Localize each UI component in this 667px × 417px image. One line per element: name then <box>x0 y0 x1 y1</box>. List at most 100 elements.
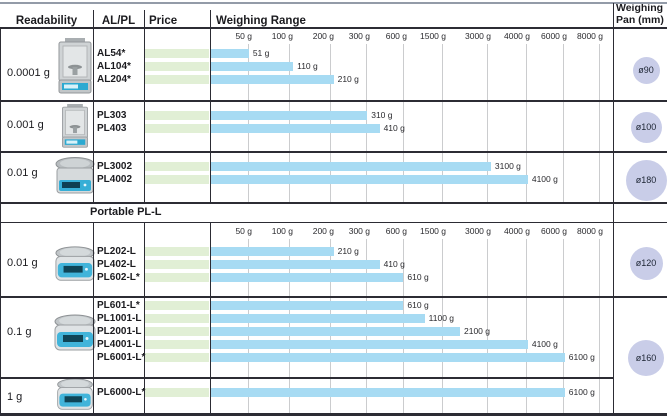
readability-label: 0.0001 g <box>7 67 50 79</box>
balance-photo <box>54 245 96 283</box>
weighing-range-bar <box>210 49 249 58</box>
bar-value-label: 51 g <box>252 48 270 58</box>
axis-tick-label: 50 g <box>235 226 252 236</box>
column-divider <box>209 223 211 413</box>
model-name: PL4002 <box>97 174 133 185</box>
grid-line <box>442 100 443 151</box>
grid-line <box>403 44 404 100</box>
bar-value-label: 6100 g <box>568 352 595 362</box>
group-row-5: 1 g PL6000-L* 6100 g <box>0 377 667 413</box>
separator-line <box>0 202 667 204</box>
bar-value-label: 4100 g <box>531 339 558 349</box>
axis-tick-label: 4000 g <box>504 31 530 41</box>
model-name: PL2001-L <box>97 326 142 337</box>
pan-size-badge: ø180 <box>625 159 667 201</box>
model-name: AL54* <box>97 48 126 59</box>
grid-line <box>599 296 600 377</box>
weighing-range-bar <box>210 327 460 336</box>
weighing-range-bar <box>210 340 528 349</box>
section-title: Portable PL-L <box>90 206 162 218</box>
grid-line <box>563 100 564 151</box>
bar-value-label: 410 g <box>383 259 405 269</box>
pan-size-badge: ø90 <box>632 56 660 84</box>
balance-photo <box>55 378 95 411</box>
weighing-range-bar <box>210 62 294 71</box>
col-header-weighing-pan: Weighing Pan (mm) <box>616 2 664 26</box>
group-row-2: 0.01 g PL3002 3100 g PL4002 4100 g <box>0 151 667 202</box>
grid-line <box>599 151 600 202</box>
grid-line <box>487 239 488 296</box>
col-header-weighing-range: Weighing Range <box>216 15 306 27</box>
bar-value-label: 210 g <box>337 246 359 256</box>
price-bar <box>145 314 209 323</box>
model-name: PL601-L* <box>97 300 140 311</box>
grid-line <box>403 100 404 151</box>
price-bar <box>145 260 209 269</box>
weighing-range-bar <box>210 124 380 133</box>
grid-line <box>599 44 600 100</box>
model-name: AL204* <box>97 74 131 85</box>
balance-photo <box>54 156 96 196</box>
axis-tick-label: 4000 g <box>504 226 530 236</box>
grid-line <box>403 239 404 296</box>
bar-value-label: 1100 g <box>428 313 455 323</box>
axis-tick-label: 300 g <box>348 226 370 236</box>
model-name: PL202-L <box>97 246 136 257</box>
price-bar <box>145 353 209 362</box>
model-name: PL403 <box>97 123 127 134</box>
separator-line <box>0 221 667 223</box>
readability-label: 0.01 g <box>7 257 38 269</box>
weighing-range-bar <box>210 162 491 171</box>
pan-size-badge: ø120 <box>629 246 663 280</box>
price-bar <box>145 75 209 84</box>
bar-value-label: 2100 g <box>464 326 490 336</box>
weighing-pan-header-line2: Pan (mm) <box>616 14 664 26</box>
weighing-range-bar <box>210 273 404 282</box>
group-row-3: 50 g 100 g 200 g 300 g 600 g 1500 g 3000 g 4000… <box>0 223 667 296</box>
model-name: PL6001-L* <box>97 352 146 363</box>
axis-tick-label: 3000 g <box>465 226 491 236</box>
column-divider <box>613 3 614 413</box>
group-row-1: 0.001 g PL303 310 g PL403 410 g <box>0 100 667 151</box>
bar-value-label: 610 g <box>407 300 429 310</box>
bar-value-label: 6100 g <box>568 387 595 397</box>
axis-tick-label: 8000 g <box>577 31 603 41</box>
model-name: PL1001-L <box>97 313 142 324</box>
grid-line <box>289 44 290 100</box>
column-divider <box>0 28 1 414</box>
group-row-0: 50 g 100 g 200 g 300 g 600 g 1500 g 3000 g 4000… <box>0 28 667 100</box>
model-name: AL104* <box>97 61 131 72</box>
weighing-range-bar <box>210 353 565 362</box>
separator-line <box>0 413 667 416</box>
grid-line <box>563 239 564 296</box>
grid-line <box>526 100 527 151</box>
grid-line <box>526 44 527 100</box>
balance-photo <box>60 104 90 148</box>
separator-line <box>0 2 667 4</box>
grid-line <box>289 296 290 377</box>
grid-line <box>599 377 600 413</box>
price-bar <box>145 124 209 133</box>
grid-line <box>487 100 488 151</box>
weighing-range-bar <box>210 75 334 84</box>
bar-value-label: 410 g <box>383 123 405 133</box>
price-bar <box>145 49 209 58</box>
grid-line <box>563 44 564 100</box>
axis-tick-label: 300 g <box>348 31 370 41</box>
col-header-al-pl: AL/PL <box>101 15 136 27</box>
axis-tick-label: 3000 g <box>465 31 491 41</box>
model-name: PL602-L* <box>97 272 140 283</box>
grid-line <box>330 44 331 100</box>
bar-value-label: 210 g <box>337 74 359 84</box>
grid-line <box>563 151 564 202</box>
price-bar <box>145 175 209 184</box>
grid-line <box>442 296 443 377</box>
col-header-readability: Readability <box>15 15 78 27</box>
grid-line <box>366 296 367 377</box>
weighing-range-bar <box>210 388 565 397</box>
grid-line <box>330 296 331 377</box>
price-bar <box>145 340 209 349</box>
section-band-portable: Portable PL-L <box>0 202 667 223</box>
model-name: PL402-L <box>97 259 136 270</box>
axis-tick-label: 200 g <box>312 31 334 41</box>
